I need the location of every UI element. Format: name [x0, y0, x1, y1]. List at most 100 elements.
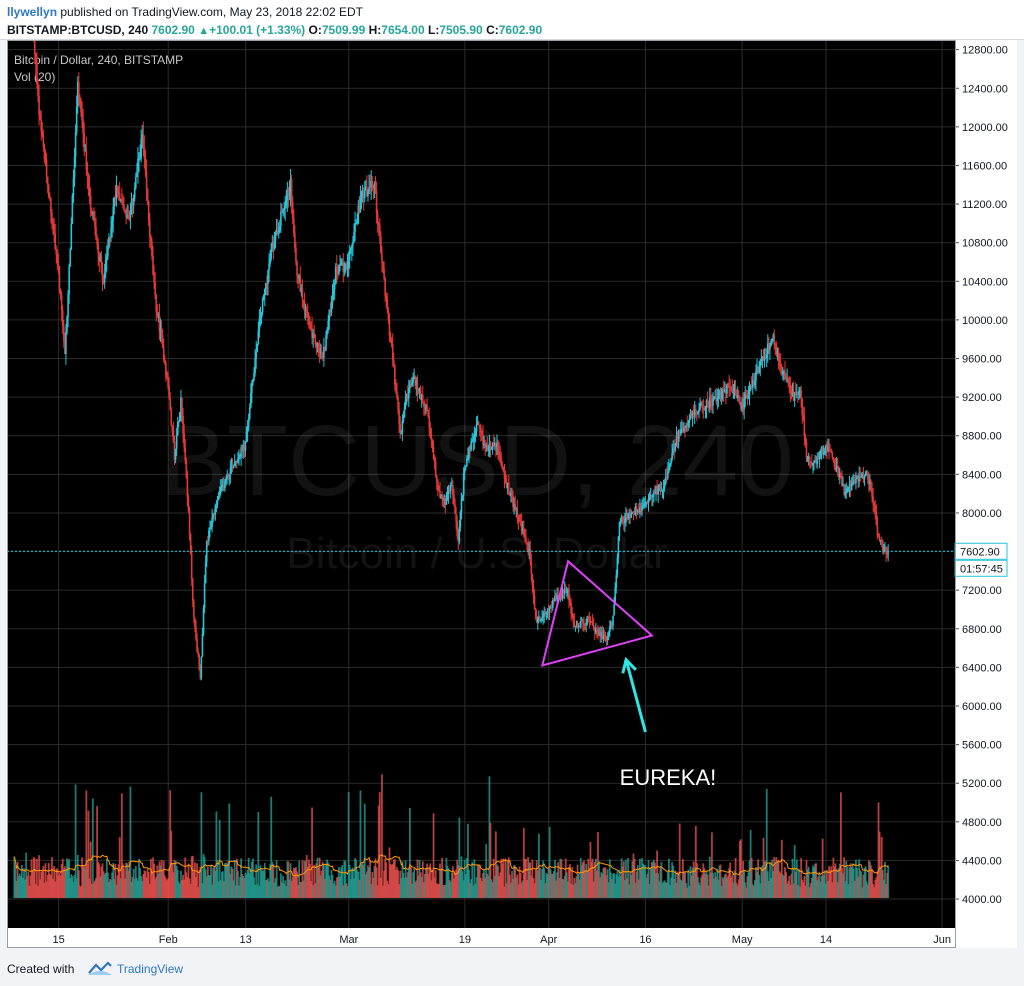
volume-bar [26, 876, 29, 898]
candle-body [369, 186, 371, 188]
candle-body [207, 540, 209, 542]
candle-body [603, 634, 606, 636]
candle-body [210, 526, 212, 530]
volume-bar [238, 885, 240, 898]
candle-body [303, 300, 306, 311]
candle-body [495, 443, 497, 447]
candle-body [457, 535, 460, 542]
volume-bar [133, 878, 136, 898]
countdown-label: 01:57:45 [960, 563, 1003, 575]
candle-body [420, 395, 423, 400]
chart-area[interactable]: BTCUSD, 240 Bitcoin / U.S. Dollar Bitcoin … [7, 40, 1017, 948]
volume-bar [620, 858, 623, 898]
volume-bar [385, 862, 388, 898]
candle-body [546, 611, 549, 613]
candle-body [491, 442, 494, 449]
volume-bar [755, 867, 757, 898]
volume-bar [33, 858, 36, 898]
candle-body [33, 40, 36, 55]
candle-body [480, 428, 482, 432]
volume-bar [401, 861, 404, 898]
candle-body [647, 500, 650, 503]
volume-bar [330, 869, 333, 898]
candle-body [174, 449, 177, 460]
candle-body [563, 589, 566, 594]
candle-body [212, 513, 214, 518]
candle-body [837, 466, 840, 478]
candle-body [288, 193, 291, 196]
volume-bar [213, 866, 216, 898]
candle-body [186, 477, 189, 498]
volume-bar [877, 802, 880, 898]
volume-bar [306, 866, 309, 898]
candle-body [333, 283, 336, 290]
volume-bar [843, 857, 846, 898]
volume-bar [82, 866, 85, 898]
candle-body [511, 492, 513, 496]
candle-body [799, 390, 801, 392]
candle-body [592, 624, 595, 629]
volume-bar [438, 884, 440, 898]
high-value: 7654.00 [381, 23, 425, 37]
candle-body [515, 508, 518, 510]
candle-body [92, 212, 94, 214]
tradingview-link[interactable]: TradingView [117, 962, 184, 976]
volume-bar [217, 881, 220, 898]
candle-body [213, 513, 216, 515]
candle-body [599, 632, 601, 637]
volume-bar [800, 858, 803, 898]
volume-bar [341, 865, 344, 898]
candle-body [287, 188, 290, 196]
candle-body [168, 386, 170, 398]
volume-bar [799, 886, 801, 898]
candle-body [208, 530, 210, 542]
volume-bar [206, 866, 209, 898]
candle-body [261, 298, 264, 313]
volume-bar [568, 866, 570, 898]
volume-bar [230, 866, 233, 898]
tradingview-logo-icon[interactable] [88, 961, 112, 975]
volume-bar [838, 863, 841, 898]
candle-body [442, 498, 445, 501]
volume-bar [605, 875, 608, 898]
volume-bar [742, 860, 744, 898]
candle-body [353, 231, 355, 242]
candle-body [453, 494, 455, 505]
candle-body [300, 288, 303, 292]
candle-body [512, 495, 514, 508]
candle-body [351, 245, 353, 249]
author-link[interactable]: llywellyn [7, 5, 58, 19]
volume-bar [680, 880, 683, 898]
candle-body [131, 202, 134, 206]
candle-body [349, 248, 352, 251]
candle-body [117, 192, 120, 194]
volume-bar [642, 863, 645, 898]
candle-body [746, 396, 749, 399]
candle-body [330, 304, 333, 313]
candle-body [365, 186, 367, 191]
volume-bar [637, 879, 640, 898]
volume-bar [353, 878, 355, 898]
volume-bar [108, 881, 110, 898]
candle-body [238, 457, 240, 459]
candle-body [432, 446, 435, 459]
volume-bar [875, 877, 878, 898]
volume-bar [321, 861, 324, 898]
candle-body [348, 250, 351, 260]
volume-bar [704, 874, 707, 898]
candle-body [517, 519, 520, 521]
candle-body [750, 386, 753, 388]
volume-ma-line [13, 854, 889, 877]
candle-body [524, 535, 526, 538]
volume-bar [37, 885, 39, 898]
candle-body [662, 488, 665, 490]
candle-body [593, 628, 596, 633]
candle-body [343, 268, 346, 272]
candle-body [291, 201, 294, 219]
candle-body [471, 441, 474, 443]
candle-body [806, 458, 809, 460]
volume-bar [699, 885, 701, 898]
price-tick-label: 8400.00 [962, 469, 1002, 481]
volume-bar [228, 803, 231, 898]
